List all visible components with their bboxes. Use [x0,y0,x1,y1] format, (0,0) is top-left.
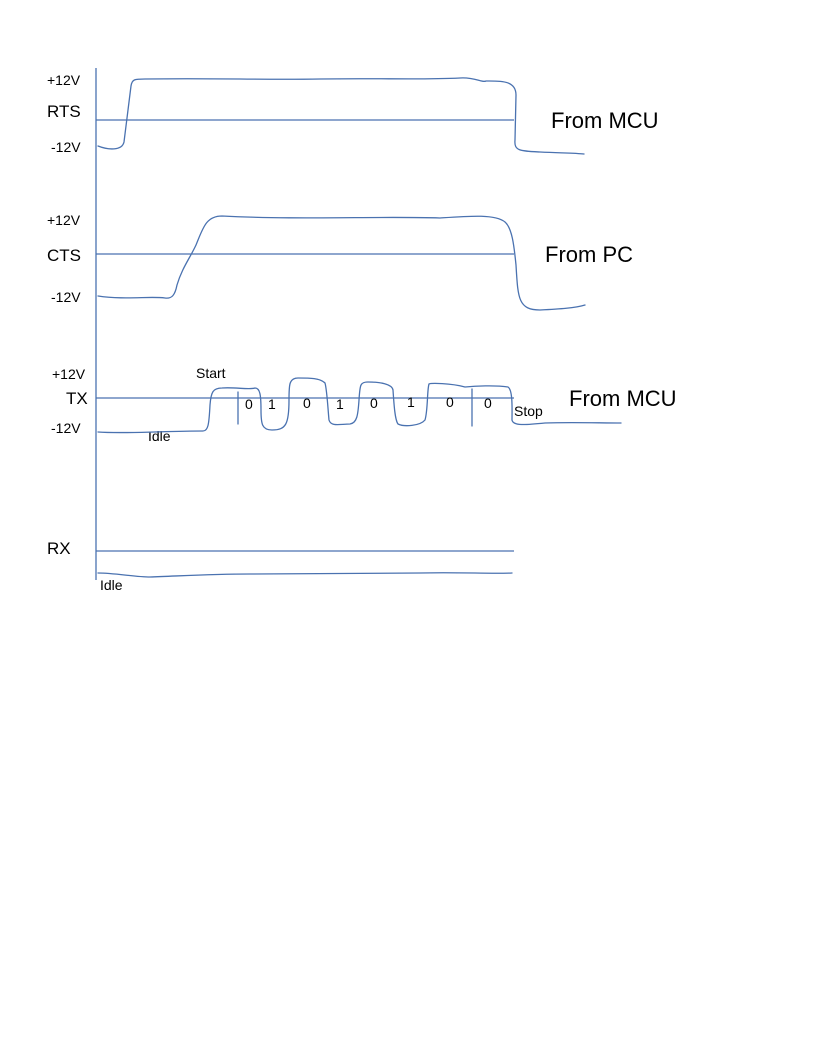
tx-bit-1: 1 [268,396,276,412]
cts-waveform [97,215,586,311]
tx-high-level-label: +12V [52,366,86,382]
tx-stop-label: Stop [514,403,543,419]
tx-source-label: From MCU [569,386,677,411]
tx-bit-0: 0 [245,396,253,412]
tx-bit-5: 1 [407,394,415,410]
tx-bit-2: 0 [303,395,311,411]
cts-high-level-label: +12V [47,212,81,228]
tx-waveform [97,377,622,434]
tx-idle-label: Idle [148,428,171,444]
tx-start-label: Start [196,365,226,381]
rts-signal: +12V RTS -12V From MCU [47,72,659,155]
tx-bit-4: 0 [370,395,378,411]
tx-signal-label: TX [66,389,88,408]
cts-signal-label: CTS [47,246,81,265]
rts-low-level-label: -12V [51,139,81,155]
rts-signal-label: RTS [47,102,81,121]
tx-low-level-label: -12V [51,420,81,436]
tx-signal: +12V TX -12V Start Idle 0 1 0 1 0 1 0 0 … [51,365,677,444]
rx-signal: RX Idle [47,539,514,593]
rx-signal-label: RX [47,539,71,558]
rx-idle-label: Idle [100,577,123,593]
tx-bit-6: 0 [446,394,454,410]
cts-low-level-label: -12V [51,289,81,305]
rx-waveform [97,572,513,578]
cts-signal: +12V CTS -12V From PC [47,212,633,311]
rts-high-level-label: +12V [47,72,81,88]
tx-bit-7: 0 [484,395,492,411]
tx-bit-3: 1 [336,396,344,412]
rts-waveform [97,77,585,155]
cts-source-label: From PC [545,242,633,267]
rts-source-label: From MCU [551,108,659,133]
